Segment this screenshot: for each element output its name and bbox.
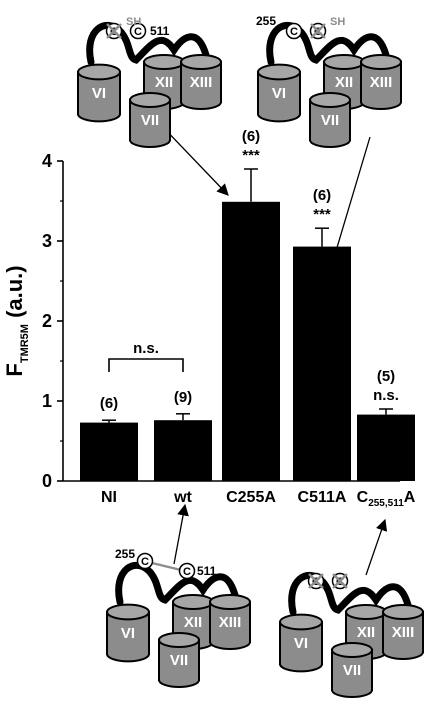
n-label-2: (6) [242,128,260,145]
svg-text:XIII: XIII [370,74,393,91]
arrow-to-double-mutant [365,518,388,576]
category-label-4: C255,511A [357,489,416,509]
topology-diagram-wt: XII XIII VI VII C C 255 511 [106,547,251,688]
bars [80,201,415,482]
y-tick-label-4: 4 [42,151,52,171]
y-axis-label-subscript: TMR5M [19,324,31,363]
cysteine-icon: C [136,552,154,570]
bar-annotations: (6) (9) (6) *** (6) *** (5) n.s. [100,128,399,412]
category-label-1: wt [173,489,192,506]
bracket-label: n.s. [133,340,159,357]
y-axis-label-main: F [2,363,27,376]
significance-bracket: n.s. [108,340,184,372]
helix-vi: VI [106,603,150,663]
helix-vi: VI [257,63,301,123]
helix-vi: VI [77,63,121,123]
svg-text:VII: VII [343,662,361,679]
significance-2: *** [242,147,260,164]
topology-diagram-c255a: XII XIII VI VII CCSH 511 [77,16,222,148]
svg-text:VI: VI [92,85,106,102]
residue-label: 255 [256,14,276,28]
n-label-1: (9) [174,389,192,406]
cysteine-icon: C [285,22,303,40]
bar-1 [154,420,212,481]
svg-text:VII: VII [321,112,339,129]
bar-3 [293,246,351,481]
y-tick-label-2: 2 [42,311,52,331]
n-label-4: (5) [377,368,395,385]
svg-text:XIII: XIII [219,614,242,631]
arrow-to-c255a [159,123,229,196]
helix-vii: VII [158,632,200,688]
svg-text:VII: VII [170,652,188,669]
significance-3: *** [313,206,331,223]
arrow-to-c511a [330,136,371,263]
residue-label-1: 255 [115,547,135,561]
loop-path [288,572,412,616]
y-axis-label-unit: (a.u.) [2,265,27,324]
category-label-2: C255A [226,489,276,506]
category-label-3: C511A [298,489,347,506]
significance-4: n.s. [373,387,399,404]
helix-vii: VII [129,92,171,148]
helix-xiii: XIII [180,54,222,110]
residue-label: 511 [150,24,170,38]
svg-text:XIII: XIII [392,624,415,641]
loop-path [266,22,390,66]
svg-text:VI: VI [294,635,308,652]
helix-vii: VII [309,92,351,148]
helix-vii: VII [331,642,373,698]
svg-text:C: C [290,26,298,38]
bar-chart: 0 1 2 3 4 FTMR5M (a.u.) (6) (9) (6) *** (6) *** (5… [2,128,416,509]
y-tick-label-0: 0 [42,471,52,491]
topology-diagram-c511a: XIIXIIIVIVIICCSH255 [256,14,402,148]
mutated-cysteine-icon: C [331,572,349,590]
n-label-3: (6) [313,187,331,204]
svg-text:C: C [183,566,191,578]
svg-text:XIII: XIII [190,74,213,91]
cysteine-icon: C [129,22,147,40]
residue-label-2: 511 [197,564,217,578]
disulfide-bond [151,561,182,572]
svg-text:C: C [141,556,149,568]
cysteine-icon: C [178,562,196,580]
loop-path [86,22,210,66]
svg-text:VII: VII [141,112,159,129]
sh-label: SH [330,16,345,28]
svg-text:C: C [134,26,142,38]
helix-vi: VI [279,613,323,673]
bracket-line [108,358,184,372]
helix-xiii: XIII [360,54,402,110]
svg-text:XII: XII [184,614,202,631]
mutated-cysteine-icon: C [309,22,327,40]
bar-0 [80,422,138,481]
y-axis-label: FTMR5M (a.u.) [2,265,31,376]
error-bars [102,168,393,423]
y-tick-label-1: 1 [42,391,52,411]
arrow-to-wt [173,503,189,565]
bar-4 [357,414,415,481]
y-tick-label-3: 3 [42,231,52,251]
loop-path [115,562,239,606]
svg-text:VI: VI [272,85,286,102]
category-label-0: NI [101,489,117,506]
y-ticks: 0 1 2 3 4 [42,151,63,491]
bar-2 [222,201,280,482]
svg-text:XII: XII [155,74,173,91]
svg-text:XII: XII [357,624,375,641]
arrows [159,123,388,576]
sh-label: SH [126,16,141,28]
category-labels: NI wt C255A C511A C255,511A [101,489,416,509]
helix-xiii: XIII [382,604,424,660]
mutated-cysteine-icon: C [307,572,325,590]
svg-text:VI: VI [121,625,135,642]
n-label-0: (6) [100,395,118,412]
topology-diagram-double-mutant: XII XIII VI VII CC [279,572,424,698]
mutated-cysteine-icon: C [105,22,123,40]
helix-xiii: XIII [209,594,251,650]
svg-text:XII: XII [335,74,353,91]
